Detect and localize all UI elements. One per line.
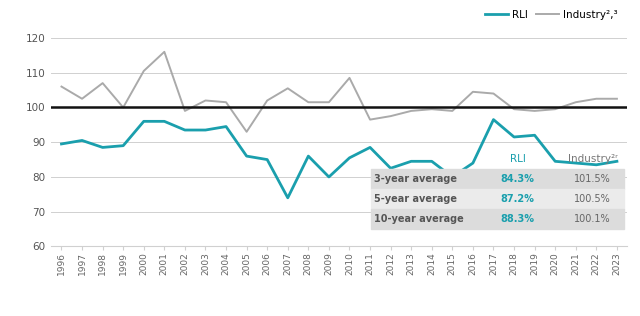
Text: RLI: RLI bbox=[510, 154, 525, 164]
Text: 87.2%: 87.2% bbox=[501, 194, 534, 204]
Text: 84.3%: 84.3% bbox=[501, 174, 534, 184]
Text: Industry²ʳ: Industry²ʳ bbox=[568, 154, 618, 164]
Text: 100.1%: 100.1% bbox=[574, 214, 611, 224]
Text: 3-year average: 3-year average bbox=[374, 174, 457, 184]
Legend: RLI, Industry²,³: RLI, Industry²,³ bbox=[481, 6, 622, 24]
Bar bbox=[371, 189, 624, 209]
Text: 101.5%: 101.5% bbox=[574, 174, 611, 184]
Text: 5-year average: 5-year average bbox=[374, 194, 457, 204]
Text: 100.5%: 100.5% bbox=[574, 194, 611, 204]
Bar bbox=[371, 209, 624, 229]
Bar bbox=[371, 169, 624, 189]
Text: 10-year average: 10-year average bbox=[374, 214, 463, 224]
Text: 88.3%: 88.3% bbox=[500, 214, 535, 224]
